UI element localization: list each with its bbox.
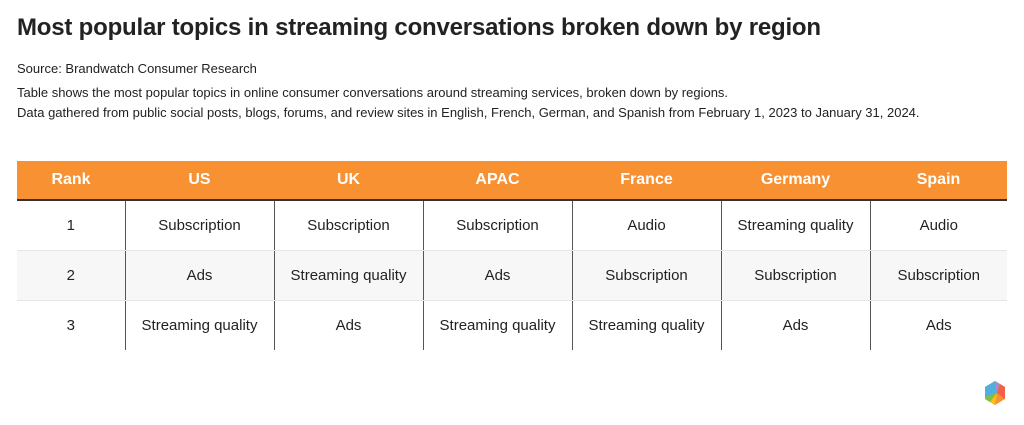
topic-cell: Streaming quality [124, 300, 274, 350]
topic-cell: Ads [273, 300, 423, 350]
rank-cell: 3 [66, 316, 75, 334]
topic-cell: Subscription [720, 250, 870, 301]
description-line: Table shows the most popular topics in o… [17, 85, 729, 100]
rank-cell: 1 [17, 200, 125, 251]
topic-cell: Audio [571, 200, 721, 251]
table-row: 3 Streaming quality Ads Streaming quality St… [17, 300, 1007, 350]
topic-cell: Subscription [422, 200, 572, 251]
table-row: 1 Subscription Subscription Subscription Aud… [17, 200, 1007, 251]
column-header-uk: UK [274, 161, 423, 201]
hexagon-logo-icon [985, 381, 1005, 405]
page-title: Most popular topics in streaming convers… [17, 14, 821, 41]
topic-cell: Streaming quality [720, 200, 870, 251]
topic-cell: Ads [422, 250, 572, 301]
topics-table: Rank US UK APAC France Germany Spain 1 Subscrip… [17, 161, 1007, 350]
topic-cell: Subscription [571, 250, 721, 301]
column-header-apac: APAC [423, 161, 572, 201]
table-header-row: Rank US UK APAC France Germany Spain [17, 161, 1007, 201]
table-row: 2 Ads Streaming quality Ads Subscription Subs… [17, 250, 1007, 301]
topic-cell: Subscription [273, 200, 423, 251]
source-text: Source: Brandwatch Consumer Research [17, 61, 257, 76]
topic-cell: Streaming quality [571, 300, 721, 350]
topic-cell: Subscription [124, 200, 274, 251]
topic-cell: Audio [869, 200, 1007, 251]
column-header-france: France [572, 161, 721, 201]
rank-cell: 2 [17, 250, 125, 301]
column-header-us: US [125, 161, 274, 201]
topic-cell: Streaming quality [422, 300, 572, 350]
column-header-germany: Germany [721, 161, 870, 201]
topic-cell: Streaming quality [273, 250, 423, 301]
description-line: Data gathered from public social posts, … [17, 105, 920, 120]
column-header-spain: Spain [870, 161, 1007, 201]
topic-cell: Ads [720, 300, 870, 350]
topic-cell: Ads [869, 300, 1007, 350]
column-header-rank: Rank [17, 161, 125, 201]
topic-cell: Ads [124, 250, 274, 301]
topic-cell: Subscription [869, 250, 1007, 301]
description: Table shows the most popular topics in o… [17, 83, 920, 123]
